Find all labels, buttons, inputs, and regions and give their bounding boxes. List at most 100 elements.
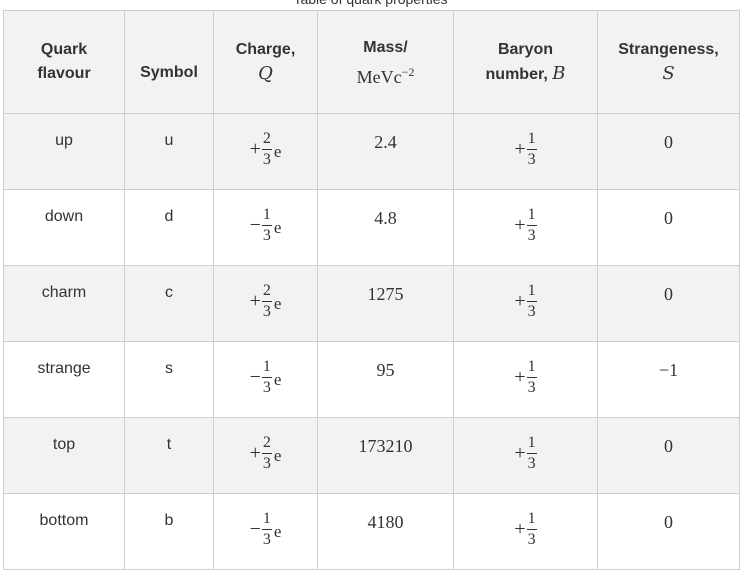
baryon-denominator: 3	[527, 303, 536, 320]
cell-symbol: s	[124, 341, 214, 418]
header-symbol-label: Symbol	[140, 64, 198, 81]
header-strangeness-line1: Strangeness,	[618, 41, 719, 58]
cell-baryon: +1 3	[453, 493, 598, 570]
cell-baryon: +1 3	[453, 189, 598, 266]
cell-symbol: d	[124, 189, 214, 266]
baryon-fraction: +1 3	[514, 357, 537, 398]
table-row: bottom b −1 3 e 4180 +1 3 0	[3, 493, 740, 570]
quark-properties-table: Quark flavour Symbol Charge, Q Mass/ MeV…	[3, 10, 740, 570]
baryon-denominator: 3	[527, 151, 536, 168]
cell-strangeness: 0	[597, 113, 740, 190]
table-row: strange s −1 3 e 95 +1 3 −1	[3, 341, 740, 418]
charge-numerator: 2	[261, 129, 272, 150]
charge-fraction: +2 3 e	[250, 281, 282, 322]
baryon-denominator: 3	[527, 227, 536, 244]
header-baryon-line2-wrap: number, B	[454, 62, 597, 87]
cell-charge: −1 3 e	[213, 493, 318, 570]
header-symbol: Symbol	[124, 10, 214, 114]
charge-numerator: 1	[261, 509, 272, 530]
cell-flavour: bottom	[3, 493, 125, 570]
baryon-numerator: 1	[526, 509, 537, 530]
baryon-denominator: 3	[527, 379, 536, 396]
baryon-fraction: +1 3	[514, 509, 537, 550]
cell-flavour: up	[3, 113, 125, 190]
header-baryon-line1: Baryon	[497, 40, 554, 58]
baryon-sign: +	[514, 366, 526, 388]
charge-unit: e	[273, 445, 282, 465]
header-strangeness: Strangeness, S	[597, 10, 740, 114]
baryon-numerator: 1	[526, 281, 537, 302]
table-row: top t +2 3 e 173210 +1 3 0	[3, 417, 740, 494]
cell-strangeness: 0	[597, 265, 740, 342]
table-row: charm c +2 3 e 1275 +1 3 0	[3, 265, 740, 342]
baryon-fraction: +1 3	[514, 281, 537, 322]
header-row: Quark flavour Symbol Charge, Q Mass/ MeV…	[3, 10, 740, 114]
charge-denominator: 3	[262, 379, 271, 396]
cell-charge: −1 3 e	[213, 341, 318, 418]
cell-strangeness: 0	[597, 417, 740, 494]
header-mass: Mass/ MeVc−2	[317, 10, 454, 114]
charge-denominator: 3	[262, 303, 271, 320]
baryon-fraction: +1 3	[514, 205, 537, 246]
charge-sign: +	[249, 442, 261, 464]
charge-unit: e	[273, 293, 282, 313]
cell-symbol: u	[124, 113, 214, 190]
cell-mass: 173210	[317, 417, 454, 494]
charge-sign: +	[249, 290, 261, 312]
header-mass-line1: Mass/	[363, 38, 408, 56]
charge-sign: −	[249, 214, 261, 236]
charge-fraction: +2 3 e	[250, 433, 282, 474]
charge-unit: e	[273, 369, 282, 389]
baryon-sign: +	[514, 518, 526, 540]
charge-denominator: 3	[262, 151, 271, 168]
header-strangeness-symbol: S	[662, 63, 675, 84]
table-row: down d −1 3 e 4.8 +1 3 0	[3, 189, 740, 266]
cell-mass: 95	[317, 341, 454, 418]
charge-denominator: 3	[262, 227, 271, 244]
header-mass-unit: MeVc	[356, 66, 402, 87]
charge-numerator: 1	[261, 357, 272, 378]
baryon-numerator: 1	[526, 433, 537, 454]
cell-strangeness: −1	[597, 341, 740, 418]
cell-flavour: down	[3, 189, 125, 266]
charge-denominator: 3	[262, 455, 271, 472]
cell-symbol: c	[124, 265, 214, 342]
baryon-sign: +	[514, 138, 526, 160]
charge-numerator: 1	[261, 205, 272, 226]
cell-flavour: charm	[3, 265, 125, 342]
cell-mass: 4180	[317, 493, 454, 570]
charge-numerator: 2	[261, 281, 272, 302]
header-flavour-line2: flavour	[37, 65, 91, 82]
cell-charge: +2 3 e	[213, 417, 318, 494]
charge-unit: e	[273, 141, 282, 161]
header-baryon-line2: number,	[485, 65, 553, 83]
baryon-fraction: +1 3	[514, 129, 537, 170]
cell-flavour: top	[3, 417, 125, 494]
cell-flavour: strange	[3, 341, 125, 418]
cell-baryon: +1 3	[453, 341, 598, 418]
header-charge-symbol: Q	[258, 63, 273, 84]
baryon-numerator: 1	[526, 357, 537, 378]
header-baryon-symbol: B	[552, 62, 566, 84]
charge-denominator: 3	[262, 531, 271, 548]
cell-charge: +2 3 e	[213, 113, 318, 190]
baryon-sign: +	[514, 214, 526, 236]
cell-strangeness: 0	[597, 189, 740, 266]
charge-unit: e	[273, 521, 282, 541]
charge-fraction: −1 3 e	[250, 509, 282, 550]
table-row: up u +2 3 e 2.4 +1 3 0	[3, 113, 740, 190]
charge-sign: +	[249, 138, 261, 160]
cell-mass: 2.4	[317, 113, 454, 190]
header-flavour-line1: Quark	[40, 41, 88, 58]
header-charge: Charge, Q	[213, 10, 318, 114]
cell-baryon: +1 3	[453, 265, 598, 342]
baryon-denominator: 3	[527, 455, 536, 472]
